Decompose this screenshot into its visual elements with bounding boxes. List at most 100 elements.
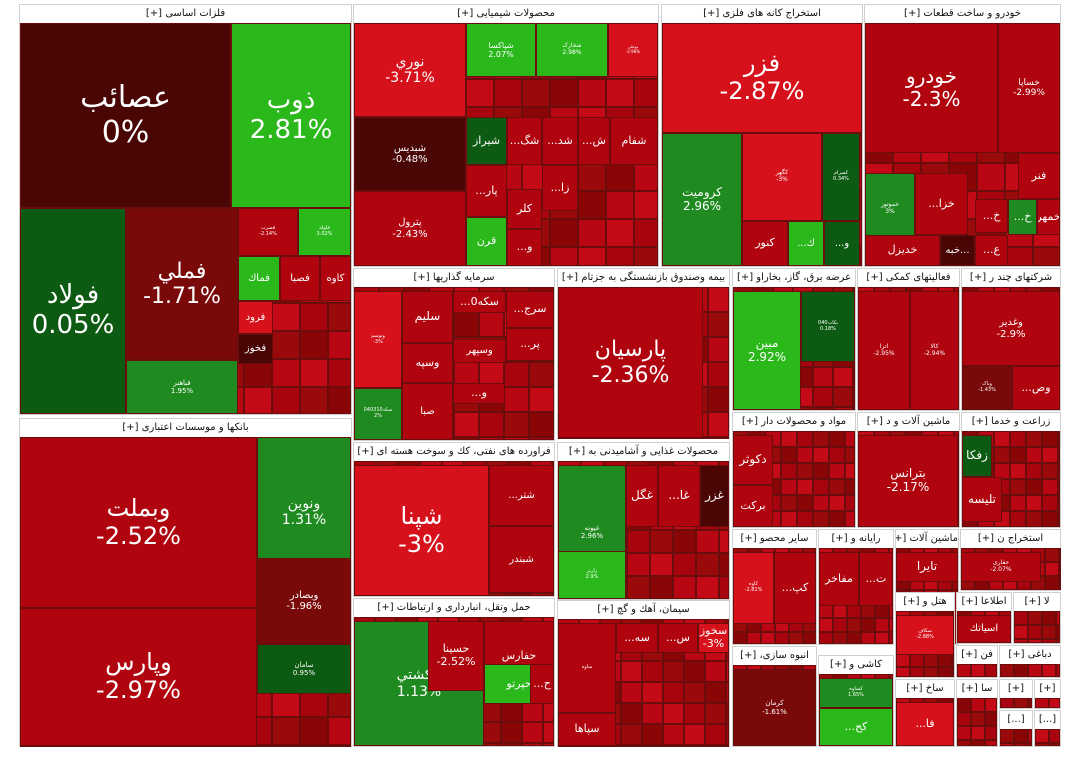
stock-tile[interactable]: غا...	[658, 465, 700, 527]
stock-tile[interactable]: سخوز -3%	[698, 623, 729, 653]
stock-tile[interactable]: غگل	[626, 465, 658, 527]
stock-tile[interactable]: وسپه	[402, 343, 453, 383]
stock-tile[interactable]: كنور	[742, 221, 788, 266]
stock-tile[interactable]: فزر -2.87%	[662, 23, 862, 133]
stock-tile[interactable]: زا...	[542, 165, 578, 211]
stock-tile[interactable]: كپ...	[774, 552, 816, 624]
stock-tile[interactable]: خ...	[975, 199, 1008, 233]
stock-tile[interactable]: كلر	[507, 189, 542, 229]
stock-tile[interactable]: حسينا -2.52%	[428, 621, 484, 691]
stock-tile[interactable]: پر...	[506, 328, 554, 361]
stock-tile[interactable]: كساوه 1.65%	[819, 678, 893, 708]
stock-tile[interactable]: كالا -2.94%	[910, 291, 959, 410]
stock-tile[interactable]: و...	[507, 229, 542, 266]
stock-tile[interactable]: سپاها	[558, 713, 616, 746]
stock-tile[interactable]: ...خبه	[940, 235, 975, 266]
stock-tile[interactable]: شخارک 2.98%	[536, 23, 608, 77]
stock-tile[interactable]: فرود	[238, 301, 273, 334]
stock-tile[interactable]: شپاكسا 2.07%	[466, 23, 536, 77]
sector-header[interactable]: سا [+]	[957, 680, 997, 698]
stock-tile[interactable]: و...	[824, 221, 860, 266]
sector-header[interactable]: ماشين آلات و د [+]	[858, 413, 959, 431]
stock-tile[interactable]: سكاف -2.88%	[896, 615, 954, 655]
stock-tile[interactable]: تليسه	[962, 477, 1002, 522]
stock-tile[interactable]: صبا	[402, 383, 453, 440]
stock-tile[interactable]: دكوثر	[733, 435, 773, 485]
stock-tile[interactable]: وپاک -1.43%	[962, 366, 1012, 410]
stock-tile[interactable]: سه...	[616, 623, 658, 653]
stock-tile[interactable]: فولاد 0.05%	[20, 208, 126, 414]
stock-tile[interactable]: سكه040310 2%	[354, 388, 402, 440]
stock-tile[interactable]: فصبا	[280, 256, 320, 301]
sector-header[interactable]: فن [+]	[957, 646, 997, 664]
stock-tile[interactable]: سكه0...	[453, 291, 506, 313]
stock-tile[interactable]: سرج...	[506, 291, 554, 328]
stock-tile[interactable]: شد...	[542, 117, 578, 165]
sector-header[interactable]: كاشی و [+]	[819, 656, 893, 674]
stock-tile[interactable]: فسرب -2.14%	[238, 208, 298, 256]
stock-tile[interactable]: پار...	[466, 165, 507, 217]
stock-tile[interactable]: زاریز 2.9%	[558, 551, 626, 599]
stock-tile[interactable]: خمهر	[1037, 199, 1060, 235]
sector-header[interactable]: سرمايه گذاريها [+]	[354, 269, 554, 287]
stock-tile[interactable]: ح...	[530, 664, 554, 704]
stock-tile[interactable]: مبين 2.92%	[733, 291, 801, 410]
stock-tile[interactable]: شفام	[610, 117, 658, 165]
stock-tile[interactable]: شیراز	[466, 117, 507, 165]
stock-tile[interactable]: كرمان -1.61%	[733, 669, 816, 746]
stock-tile[interactable]: خ...	[1008, 199, 1037, 235]
stock-tile[interactable]: بوعلی -2.98%	[608, 23, 658, 77]
sector-header[interactable]: [...]	[1035, 711, 1060, 729]
stock-tile[interactable]: مفاخر	[819, 552, 859, 606]
stock-tile[interactable]: سليم	[402, 291, 453, 343]
sector-header[interactable]: بیمه وصندوق بازنشستگی به جزتام [+]	[558, 269, 729, 287]
sector-header[interactable]: هتل و [+]	[896, 593, 954, 611]
stock-tile[interactable]: ك...	[788, 221, 824, 266]
stock-tile[interactable]: س...	[658, 623, 698, 653]
stock-tile[interactable]: فباهنر 1.95%	[126, 360, 238, 414]
stock-tile[interactable]: شبندر	[489, 526, 554, 593]
stock-tile[interactable]: وبملت -2.52%	[20, 437, 257, 608]
stock-tile[interactable]: كگهر -3%	[742, 133, 822, 221]
stock-tile[interactable]: و...	[453, 383, 505, 404]
stock-tile[interactable]: نوري -3.71%	[354, 23, 466, 117]
stock-tile[interactable]: وتوسم -3%	[354, 291, 402, 388]
stock-tile[interactable]: اترا -2.95%	[858, 291, 910, 410]
stock-tile[interactable]: پارسيان -2.36%	[558, 287, 703, 438]
sector-header[interactable]: انبوه سازی، [+]	[733, 647, 816, 665]
sector-header[interactable]: اطلاعا [+]	[957, 593, 1011, 611]
stock-tile[interactable]: خديزل	[865, 235, 940, 266]
stock-tile[interactable]: زفكا	[962, 435, 992, 477]
stock-tile[interactable]: شگ...	[507, 117, 542, 165]
sector-header[interactable]: رايانه و [+]	[819, 530, 893, 548]
stock-tile[interactable]: ع...	[975, 235, 1008, 266]
stock-tile[interactable]: وغدير -2.9%	[962, 291, 1060, 366]
stock-tile[interactable]: ت...	[859, 552, 893, 606]
stock-tile[interactable]: كح...	[819, 708, 893, 746]
stock-tile[interactable]: سامان 0.95%	[257, 644, 351, 694]
sector-header[interactable]: فعاليتهای كمكی [+]	[858, 269, 959, 287]
stock-tile[interactable]: وپارس -2.97%	[20, 608, 257, 746]
stock-tile[interactable]: ش...	[578, 117, 610, 165]
stock-tile[interactable]: حفاری -2.07%	[961, 552, 1041, 582]
sector-header[interactable]: دباغی [+]	[1000, 646, 1060, 664]
stock-tile[interactable]: فملي -1.71%	[126, 208, 238, 360]
stock-tile[interactable]: بترانس -2.17%	[858, 435, 958, 527]
stock-tile[interactable]: غزر	[700, 465, 729, 527]
sector-header[interactable]: زراعت و خدما [+]	[962, 413, 1060, 431]
stock-tile[interactable]: فنر	[1018, 153, 1060, 199]
sector-header[interactable]: سيمان، آهك و گچ [+]	[558, 601, 729, 619]
sector-header[interactable]: ماشين آلات [+]	[896, 530, 958, 548]
sector-header[interactable]: محصولات شیمیایی [+]	[354, 5, 658, 23]
stock-tile[interactable]: وبصادر -1.96%	[257, 558, 351, 644]
sector-header[interactable]: عرضه برق، گاز، بخاراو [+]	[733, 269, 855, 287]
stock-tile[interactable]: خودرو -2.3%	[865, 23, 998, 153]
sector-header[interactable]: ساير محصو [+]	[733, 530, 816, 548]
sector-header[interactable]: ساخ [+]	[896, 680, 954, 698]
stock-tile[interactable]: ذوب 2.81%	[231, 23, 351, 208]
stock-tile[interactable]: قرن	[466, 217, 507, 266]
sector-header[interactable]: مواد و محصولات دار [+]	[733, 413, 855, 431]
stock-tile[interactable]: فلوله 3.02%	[298, 208, 351, 256]
sector-header[interactable]: فراورده های نفتی، كك و سوخت هسته ای [+]	[354, 443, 554, 461]
sector-header[interactable]: [+]	[1035, 680, 1060, 698]
